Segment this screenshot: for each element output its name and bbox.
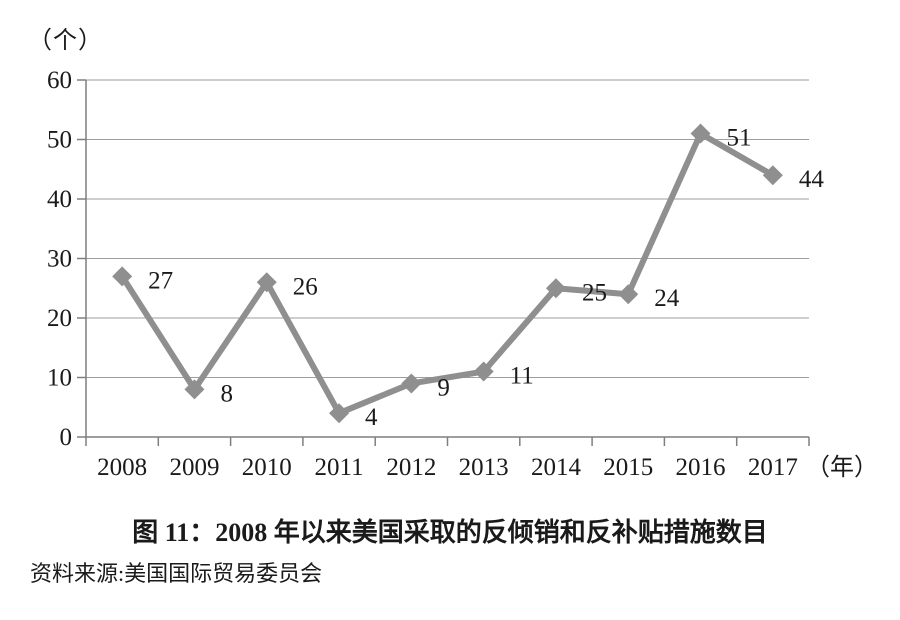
data-label: 26 <box>293 273 318 300</box>
data-point-marker <box>473 361 494 382</box>
data-label: 25 <box>582 279 607 306</box>
source-note: 资料来源:美国国际贸易委员会 <box>30 561 323 586</box>
y-tick-label: 10 <box>47 365 72 392</box>
y-tick-label: 50 <box>47 127 72 154</box>
x-tick-label: 2014 <box>531 454 582 481</box>
data-point-marker <box>762 165 783 186</box>
data-point-marker <box>690 123 711 144</box>
data-label: 11 <box>510 363 534 390</box>
data-point-marker <box>329 403 350 424</box>
x-tick-label: 2016 <box>676 454 726 481</box>
data-label: 51 <box>727 125 752 152</box>
chart-title: 图 11：2008 年以来美国采取的反倾销和反补贴措施数目 <box>132 518 768 547</box>
data-label: 44 <box>799 166 825 193</box>
data-label: 9 <box>437 374 450 401</box>
x-axis-unit-label: （年） <box>806 454 878 481</box>
x-tick-label: 2008 <box>97 454 147 481</box>
x-tick-label: 2012 <box>386 454 436 481</box>
x-tick-label: 2011 <box>315 454 364 481</box>
data-label: 8 <box>220 380 233 407</box>
data-point-marker <box>184 379 205 400</box>
y-tick-label: 0 <box>60 424 73 451</box>
y-axis-unit-label: （个） <box>28 28 103 54</box>
data-point-marker <box>112 266 133 287</box>
data-point-marker <box>256 272 277 293</box>
data-point-marker <box>401 373 422 394</box>
data-point-marker <box>618 284 639 305</box>
line-chart: 0 10 20 30 40 50 60 2008 2009 2010 2011 2012 2013 201… <box>47 67 878 481</box>
x-tick-label: 2013 <box>459 454 509 481</box>
x-tick-label: 2015 <box>603 454 653 481</box>
x-tick-label: 2009 <box>169 454 219 481</box>
data-label: 24 <box>654 285 680 312</box>
data-label: 27 <box>148 267 173 294</box>
y-tick-label: 30 <box>47 246 72 273</box>
y-tick-label: 20 <box>47 305 72 332</box>
data-point-marker <box>545 278 566 299</box>
x-tick-label: 2010 <box>242 454 292 481</box>
y-tick-label: 40 <box>47 186 72 213</box>
y-tick-label: 60 <box>47 67 72 94</box>
data-label: 4 <box>365 404 378 431</box>
data-line <box>119 130 776 417</box>
x-tick-label: 2017 <box>748 454 798 481</box>
